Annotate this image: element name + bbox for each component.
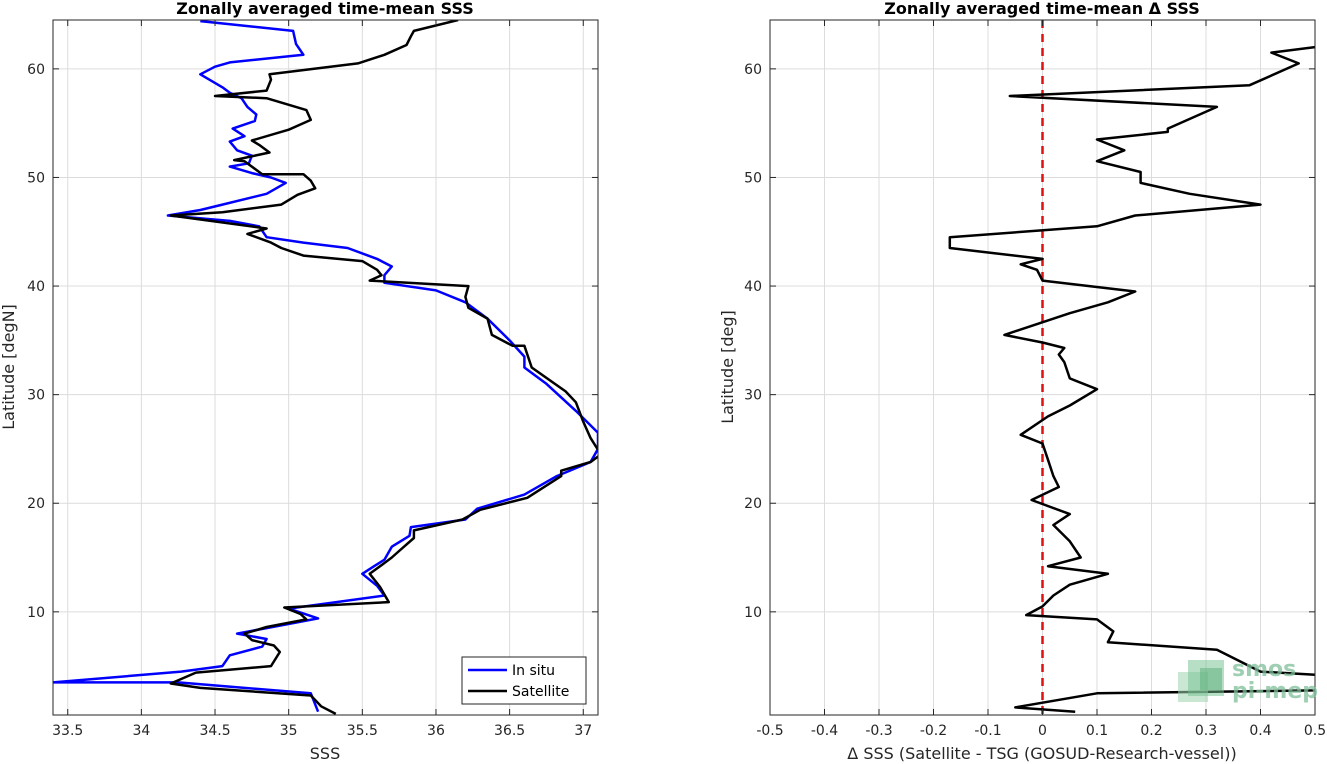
left-plot-area [53,20,598,715]
left-x-axis-label: SSS [310,744,340,763]
left-x-tick-label: 36 [427,723,445,739]
left-x-tick-label: 33.5 [52,723,83,739]
left-series-line-satellite [169,20,598,715]
right-x-tick-label: 0.5 [1304,723,1326,739]
right-x-tick-label: 0.3 [1195,723,1217,739]
watermark-line-2: pi-mep [1232,679,1318,704]
right-y-tick-label: 50 [744,170,762,186]
right-y-tick-label: 20 [744,496,762,512]
right-y-axis-label: Latitude [deg] [718,310,737,424]
left-x-tick-label: 34 [132,723,150,739]
right-x-tick-label: -0.1 [974,723,1001,739]
legend-label-satellite: Satellite [512,684,569,700]
right-x-tick-label: -0.2 [920,723,947,739]
right-x-tick-label: -0.5 [756,723,783,739]
left-y-tick-label: 50 [27,170,45,186]
left-x-tick-label: 35 [280,723,298,739]
right-x-tick-label: -0.4 [811,723,838,739]
legend-label-in-situ: In situ [512,663,555,679]
right-series-line-delta-sss [948,45,1315,713]
left-x-tick-label: 34.5 [199,723,230,739]
right-x-axis-label: Δ SSS (Satellite - TSG (GOSUD-Research-v… [847,744,1236,763]
left-y-tick-label: 60 [27,62,45,78]
logo-block-2 [1188,660,1224,696]
left-x-tick-label: 36.5 [494,723,525,739]
right-x-tick-label: 0.4 [1249,723,1271,739]
left-x-tick-label: 37 [574,723,592,739]
right-chart-axes: -0.5 -0.4 -0.3 -0.2 -0.1 0 0.1 0.2 0.3 0.4 0.5 10 20… [718,0,1326,763]
right-series-group [948,45,1315,713]
left-chart-axes: 33.5 34 34.5 35 35.5 36 36.5 37 10 20 30 40 50 60 Zon… [0,0,599,763]
legend-box [461,656,587,705]
left-ticks: 33.5 34 34.5 35 35.5 36 36.5 37 10 20 30 40 50 60 [27,20,598,739]
right-ticks: -0.5 -0.4 -0.3 -0.2 -0.1 0 0.1 0.2 0.3 0.4 0.5 10 20… [744,20,1326,739]
right-x-tick-label: 0.2 [1140,723,1162,739]
right-x-tick-label: -0.3 [865,723,892,739]
smos-pi-mep-logo: smos pi-mep [1178,657,1318,704]
watermark-line-1: smos [1232,657,1296,682]
right-y-tick-label: 40 [744,279,762,295]
left-y-tick-label: 40 [27,279,45,295]
left-chart-title: Zonally averaged time-mean SSS [176,0,474,18]
left-y-tick-label: 10 [27,605,45,621]
left-x-tick-label: 35.5 [347,723,378,739]
right-y-tick-label: 60 [744,62,762,78]
right-chart-title: Zonally averaged time-mean Δ SSS [884,0,1200,18]
right-x-tick-label: 0.1 [1086,723,1108,739]
left-y-tick-label: 20 [27,496,45,512]
logo-block-3 [1200,668,1222,690]
left-axes-box [52,19,599,716]
left-y-tick-label: 30 [27,388,45,404]
left-series-group [53,20,598,715]
right-y-tick-label: 30 [744,388,762,404]
legend: In situ Satellite [461,656,587,705]
right-x-tick-label: 0 [1038,723,1047,739]
right-y-tick-label: 10 [744,605,762,621]
left-grid [53,20,598,715]
left-y-axis-label: Latitude [degN] [0,304,18,430]
